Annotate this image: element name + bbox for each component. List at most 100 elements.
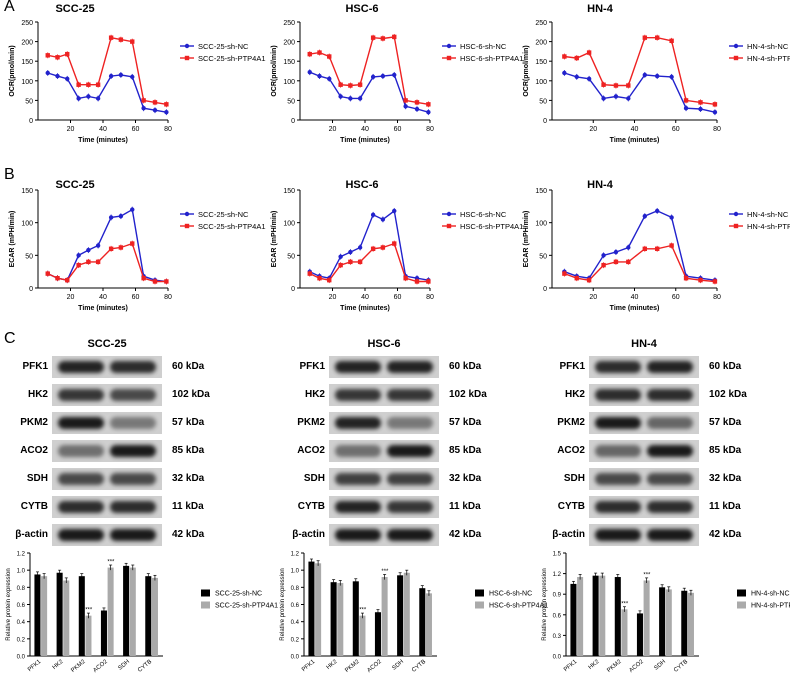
data-point [626, 259, 631, 265]
protein-label: SDH [303, 473, 325, 484]
chart-title: HSC-6 [345, 179, 378, 191]
data-point [669, 215, 674, 220]
chart-title: SCC-25 [55, 3, 94, 15]
significance-mark: *** [107, 560, 115, 566]
blot-image [329, 412, 439, 434]
data-point [414, 106, 420, 112]
legend-label: HN-4-sh-PTP4A1 [747, 54, 790, 63]
data-point [95, 96, 101, 101]
blot-row: CYTB 11 kDa [0, 496, 250, 518]
x-tick-label: 80 [426, 126, 434, 133]
line-chart-4: HSC-6 0 50 100 150 20 40 60 80 Time (minutes) ECAR… [271, 179, 523, 312]
band-nc [58, 389, 104, 401]
bar-chart-0: 0.0 0.2 0.4 0.6 0.8 1.0 1.2 Relative protein ex… [6, 552, 278, 675]
x-tick-label: 20 [67, 294, 75, 301]
data-point [586, 76, 592, 82]
blot-row: PKM2 57 kDa [0, 412, 250, 434]
blot-image [589, 496, 699, 518]
blot-image [589, 412, 699, 434]
y-tick-label: 50 [25, 98, 33, 105]
bar [78, 576, 85, 656]
y-tick-label: 0.0 [291, 655, 300, 661]
legend-label: HSC-6-sh-PTP4A1 [460, 222, 523, 231]
blot-row: CYTB 11 kDa [537, 496, 787, 518]
bar [129, 567, 136, 656]
data-point [601, 82, 606, 87]
y-tick-label: 0 [29, 286, 33, 293]
molecular-weight-label: 60 kDa [709, 361, 742, 372]
category-label: ACO2 [366, 659, 383, 675]
data-point [108, 73, 114, 79]
y-tick-label: 50 [287, 253, 295, 260]
data-point [562, 54, 567, 59]
y-tick-label: 0.0 [17, 655, 26, 661]
series-line [564, 210, 715, 281]
x-axis-label: Time (minutes) [610, 137, 660, 144]
legend-swatch [475, 601, 484, 609]
data-point [426, 279, 431, 284]
bar-chart-1: 0.0 0.2 0.4 0.6 0.8 1.0 1.2 Relative protein ex… [280, 552, 548, 675]
category-label: ACO2 [628, 659, 645, 675]
legend-label: HN-4-sh-PTP4A1 [747, 222, 790, 231]
data-point [76, 262, 81, 268]
data-point [65, 51, 70, 57]
blot-row: β-actin 42 kDa [537, 524, 787, 546]
category-label: PFK1 [27, 659, 43, 674]
blot-row: PKM2 57 kDa [277, 412, 527, 434]
data-point [45, 271, 50, 276]
blot-image [589, 524, 699, 546]
band-knockdown [110, 529, 156, 541]
x-tick-label: 60 [132, 294, 140, 301]
legend-label: HSC-6-sh-NC [489, 591, 532, 598]
data-point [130, 39, 135, 44]
protein-label: PKM2 [557, 417, 585, 428]
bar [614, 577, 621, 656]
bar [337, 583, 344, 656]
legend-label: SCC-25-sh-NC [198, 210, 249, 219]
blot-row: SDH 32 kDa [277, 468, 527, 490]
legend-marker [446, 43, 452, 49]
y-tick-label: 100 [21, 221, 33, 228]
blot-image [52, 384, 162, 406]
data-point [327, 54, 332, 59]
protein-label: ACO2 [20, 445, 48, 456]
data-point [613, 94, 619, 99]
bar [665, 589, 672, 656]
legend-label: SCC-25-sh-PTP4A1 [198, 54, 266, 63]
chart-title: SCC-25 [55, 179, 94, 191]
data-point [403, 98, 408, 103]
molecular-weight-label: 11 kDa [449, 501, 481, 512]
data-point [392, 72, 397, 78]
data-point [370, 212, 376, 218]
data-point [586, 277, 592, 283]
x-tick-label: 80 [426, 294, 434, 301]
blot-row: PFK1 60 kDa [0, 356, 250, 378]
x-tick-label: 60 [672, 294, 680, 301]
data-point [683, 276, 689, 281]
data-point [45, 70, 50, 76]
band-nc [595, 473, 641, 485]
x-tick-label: 60 [672, 126, 680, 133]
data-point [118, 72, 124, 78]
data-point [348, 259, 353, 265]
series-line [564, 244, 715, 283]
legend-label: HSC-6-sh-NC [460, 42, 507, 51]
significance-mark: *** [621, 601, 629, 607]
protein-label: SDH [563, 473, 585, 484]
category-label: HK2 [52, 659, 65, 672]
molecular-weight-label: 32 kDa [709, 473, 742, 484]
y-tick-label: 0 [291, 286, 295, 293]
series-line [47, 242, 167, 283]
band-nc [335, 473, 381, 485]
bar [315, 563, 322, 656]
protein-label: PFK1 [299, 361, 325, 372]
y-tick-label: 150 [535, 188, 547, 195]
data-point [357, 259, 363, 265]
bar [425, 593, 432, 656]
data-point [307, 271, 312, 276]
band-knockdown [110, 445, 156, 457]
molecular-weight-label: 85 kDa [449, 445, 482, 456]
protein-label: PFK1 [559, 361, 585, 372]
y-axis-label: OCR(pmol/min) [9, 45, 16, 96]
data-point [152, 279, 158, 284]
